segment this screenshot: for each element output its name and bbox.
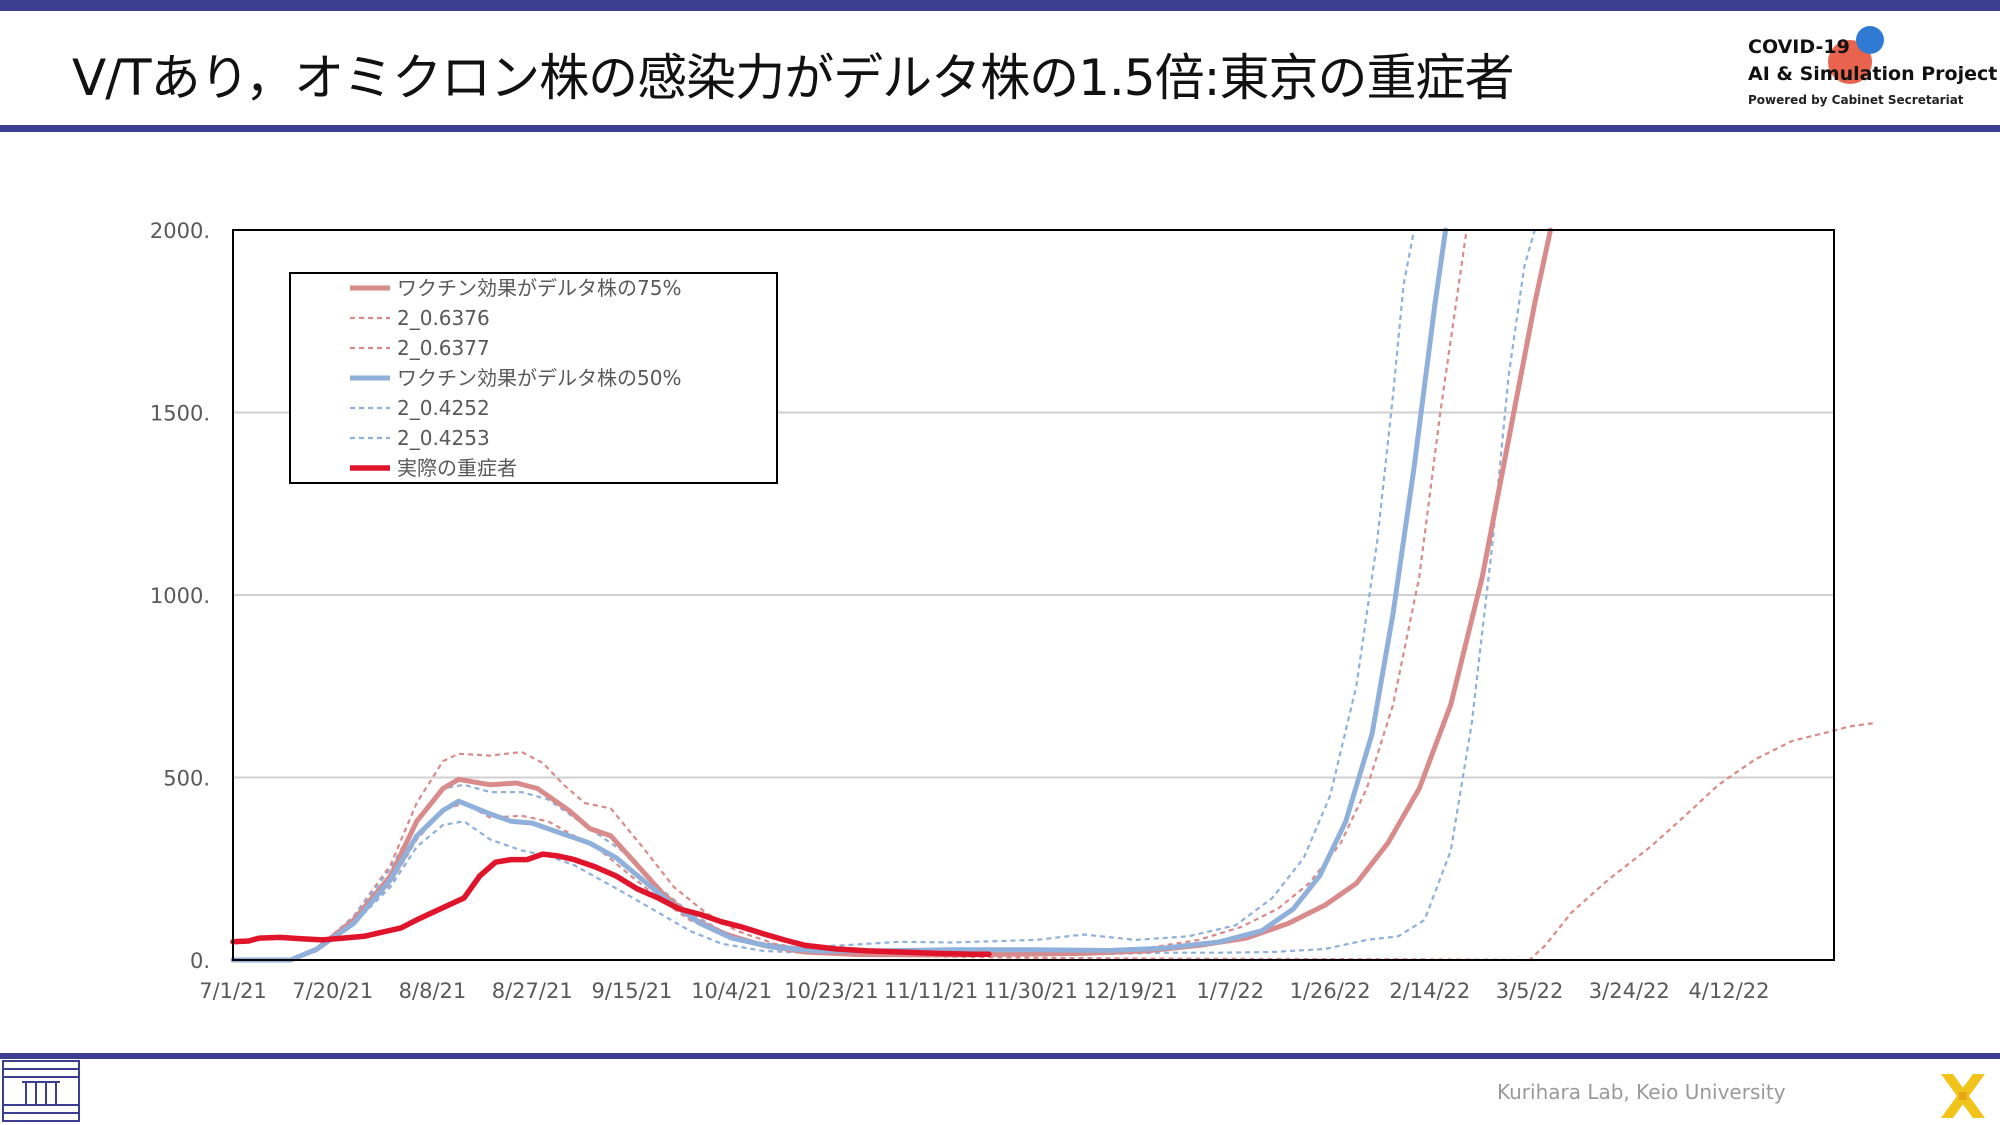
legend: ワクチン効果がデルタ株の75% 2_0.6376 2_0.6377 ワクチン効果がデル… [289, 272, 778, 484]
y-tick-label: 1000. [150, 584, 210, 608]
x-tick-label: 7/1/21 [199, 979, 267, 1003]
keio-university-logo-icon [2, 1060, 80, 1122]
series-line-1 [233, 229, 1468, 962]
y-tick-label: 2000. [150, 219, 210, 243]
legend-label: 2_0.4252 [397, 396, 490, 420]
footer-divider-bar [0, 1053, 2000, 1059]
x-tick-label: 1/26/22 [1290, 979, 1371, 1003]
x-tick-label: 4/12/22 [1689, 979, 1770, 1003]
x-tick-label: 8/8/21 [399, 979, 467, 1003]
x-tick-label: 1/7/22 [1197, 979, 1265, 1003]
footer-credit: Kurihara Lab, Keio University [1497, 1080, 1786, 1104]
x-tick-label: 9/15/21 [591, 979, 672, 1003]
logo-blue-circle [1856, 26, 1884, 54]
logo-line-2: AI & Simulation Project [1748, 63, 1998, 85]
logo-line-1: COVID-19 [1748, 36, 1850, 58]
legend-label: 2_0.6377 [397, 336, 490, 360]
x-tick-label: 2/14/22 [1389, 979, 1470, 1003]
series-line-2 [233, 721, 1877, 962]
x-tick-label: 3/24/22 [1589, 979, 1670, 1003]
axis-layer: 0. 500. 1000. 1500. 2000. 7/1/21 7/20/21 8/8/21… [150, 219, 1770, 1003]
x-tick-label: 10/23/21 [784, 979, 878, 1003]
series-layer [230, 227, 1877, 963]
x-tick-label: 3/5/22 [1496, 979, 1564, 1003]
series-line-6 [230, 851, 992, 957]
x-tick-label: 10/4/21 [691, 979, 772, 1003]
y-tick-label: 500. [163, 767, 210, 791]
top-accent-bar [0, 0, 2000, 11]
x-tick-label: 7/20/21 [292, 979, 373, 1003]
x-tick-label: 11/11/21 [884, 979, 978, 1003]
plot-frame [232, 229, 1835, 961]
covid19-ai-project-logo: COVID-19 AI & Simulation Project Powered… [1748, 26, 1997, 115]
x-tick-label: 11/30/21 [984, 979, 1078, 1003]
legend-label: 実際の重症者 [397, 456, 517, 480]
header-divider-bar [0, 125, 2000, 132]
legend-label: ワクチン効果がデルタ株の50% [397, 366, 681, 390]
legend-label: ワクチン効果がデルタ株の75% [397, 276, 681, 300]
y-tick-label: 1500. [150, 402, 210, 426]
y-tick-label: 0. [190, 949, 210, 973]
x-tick-label: 8/27/21 [492, 979, 573, 1003]
x-tick-label: 12/19/21 [1083, 979, 1177, 1003]
legend-label: 2_0.6376 [397, 306, 490, 330]
x-mark-logo-icon [1941, 1074, 1985, 1118]
slide-title: V/Tあり，オミクロン株の感染力がデルタ株の1.5倍:東京の重症者 [72, 49, 1514, 107]
series-line-3 [230, 227, 1449, 963]
legend-label: 2_0.4253 [397, 426, 490, 450]
logo-line-3: Powered by Cabinet Secretariat [1748, 93, 1964, 107]
series-line-5 [233, 229, 1536, 962]
